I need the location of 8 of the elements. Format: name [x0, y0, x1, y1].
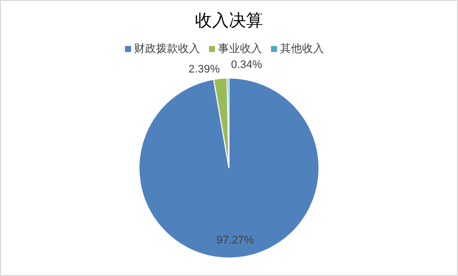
chart-title: 收入决算	[195, 11, 263, 30]
data-label: 2.39%	[188, 63, 220, 76]
legend-label: 事业收入	[218, 42, 262, 55]
legend-label: 其他收入	[280, 42, 324, 55]
data-label: 0.34%	[231, 59, 262, 72]
pie-slice	[138, 78, 320, 258]
data-label: 97.27%	[216, 234, 254, 247]
legend-label: 财政拨款收入	[134, 42, 200, 55]
